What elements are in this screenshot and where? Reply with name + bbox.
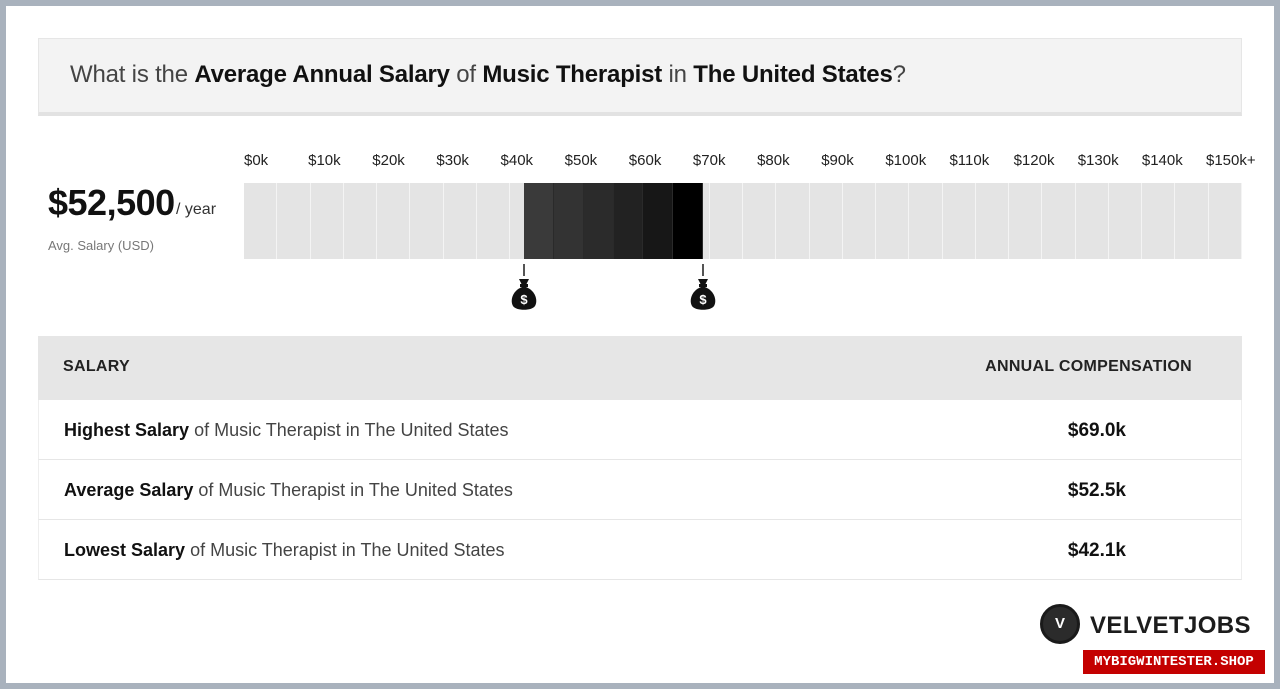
- bar-track-cell: [876, 183, 910, 259]
- bar-track-cell: [476, 183, 511, 259]
- marker-line-highest: [702, 264, 705, 276]
- salary-axis-ticks: $0k $10k $20k $30k $40k $50k $60k $70k $80k $90k $…: [6, 152, 1274, 172]
- axis-tick-label: $30k: [436, 152, 469, 169]
- salary-table: SALARY ANNUAL COMPENSATION Highest Salar…: [38, 336, 1242, 580]
- title-bold-average-annual-salary: Average Annual Salary: [194, 61, 450, 88]
- title-text-2: of: [449, 61, 483, 88]
- bar-track-cell: [942, 183, 976, 259]
- row-label-bold: Lowest Salary: [64, 540, 186, 560]
- logo-letter: V: [1054, 615, 1065, 632]
- bar-track-cell: [443, 183, 477, 259]
- axis-tick-label: $10k: [308, 152, 341, 169]
- salary-range-segment: [583, 183, 614, 259]
- row-label-rest: of Music Therapist in The United States: [185, 540, 505, 560]
- axis-tick-label: $0k: [244, 152, 269, 169]
- salary-range-segment: [553, 183, 584, 259]
- money-bag-icon: $: [511, 279, 537, 310]
- marker-line-lowest: [523, 264, 526, 276]
- bar-track-cell: [1042, 183, 1076, 259]
- average-salary-value: $52,500: [48, 182, 175, 223]
- bar-track-cell: [377, 183, 411, 259]
- axis-tick-label: $140k: [1141, 152, 1183, 169]
- bar-track-cell: [809, 183, 843, 259]
- logo-v-icon: V: [1040, 604, 1080, 644]
- axis-tick-label: $70k: [692, 152, 726, 169]
- salary-range-segment: [673, 183, 704, 259]
- axis-tick-label: $60k: [628, 152, 662, 169]
- title-text-1: What is the: [70, 61, 195, 88]
- row-label: Lowest Salary of Music Therapist in The …: [64, 540, 505, 561]
- axis-tick-label: $150k+: [1206, 152, 1256, 169]
- salary-card: What is the Average Annual Salary of Mus…: [6, 6, 1274, 683]
- bar-track-cell: [709, 183, 743, 259]
- axis-tick-label: $50k: [564, 152, 598, 169]
- axis-tick-label: $130k: [1077, 152, 1119, 169]
- axis-tick-label: $100k: [885, 152, 927, 169]
- salary-range-bar: [244, 183, 1242, 259]
- title-text-4: ?: [892, 61, 906, 88]
- title-text-3: in: [662, 61, 694, 88]
- table-row-lowest: Lowest Salary of Music Therapist in The …: [38, 520, 1242, 580]
- bar-track-cell: [244, 183, 278, 259]
- bar-track-cell: [1108, 183, 1143, 259]
- salary-range-segment: [613, 183, 644, 259]
- bar-track-cell: [743, 183, 777, 259]
- svg-text:$: $: [520, 292, 528, 307]
- axis-tick-label: $20k: [372, 152, 405, 169]
- bar-track-cell: [975, 183, 1010, 259]
- title-bold-occupation: Music Therapist: [482, 61, 663, 88]
- axis-tick-label: $40k: [500, 152, 534, 169]
- bar-track-cell: [343, 183, 378, 259]
- money-bag-icon: $: [690, 279, 716, 310]
- page-title: What is the Average Annual Salary of Mus…: [70, 61, 906, 89]
- bar-track-cell: [909, 183, 943, 259]
- salary-range-segment: [524, 183, 554, 259]
- bar-track-cell: [776, 183, 810, 259]
- bar-track-cell: [842, 183, 877, 259]
- bar-track-cell: [310, 183, 344, 259]
- bar-track-cell: [410, 183, 444, 259]
- bar-track-cell: [1075, 183, 1109, 259]
- axis-tick-label: $90k: [821, 152, 854, 169]
- row-label-bold: Average Salary: [64, 480, 194, 500]
- average-salary-label: Avg. Salary (USD): [48, 238, 154, 253]
- row-value: $52.5k: [1067, 480, 1126, 501]
- header-annual-compensation: ANNUAL COMPENSATION: [985, 358, 1192, 375]
- axis-tick-label: $120k: [1013, 152, 1055, 169]
- average-salary-unit: / year: [176, 201, 217, 218]
- title-box: What is the Average Annual Salary of Mus…: [38, 38, 1242, 116]
- title-bold-location: The United States: [693, 61, 893, 88]
- table-header: SALARY ANNUAL COMPENSATION: [38, 336, 1242, 400]
- bar-track-cell: [1142, 183, 1176, 259]
- row-label-rest: of Music Therapist in The United States: [189, 420, 509, 440]
- salary-range-segment: [643, 183, 674, 259]
- row-value: $69.0k: [1067, 420, 1126, 441]
- row-label: Average Salary of Music Therapist in The…: [64, 480, 513, 501]
- row-label-bold: Highest Salary: [64, 420, 190, 440]
- logo-text: VELVETJOBS: [1090, 612, 1251, 639]
- bar-track-cell: [1208, 183, 1242, 259]
- bar-track-cell: [1175, 183, 1209, 259]
- bar-track-cell: [277, 183, 311, 259]
- header-salary: SALARY: [63, 358, 130, 375]
- row-label-rest: of Music Therapist in The United States: [193, 480, 513, 500]
- svg-text:$: $: [699, 292, 707, 307]
- table-row-average: Average Salary of Music Therapist in The…: [38, 460, 1242, 520]
- row-label: Highest Salary of Music Therapist in The…: [64, 420, 509, 441]
- watermark-label: MYBIGWINTESTER.SHOP: [1083, 650, 1265, 674]
- axis-tick-label: $80k: [757, 152, 790, 169]
- axis-tick-label: $110k: [949, 152, 990, 169]
- row-value: $42.1k: [1067, 540, 1126, 561]
- table-row-highest: Highest Salary of Music Therapist in The…: [38, 400, 1242, 460]
- bar-track-cell: [1009, 183, 1043, 259]
